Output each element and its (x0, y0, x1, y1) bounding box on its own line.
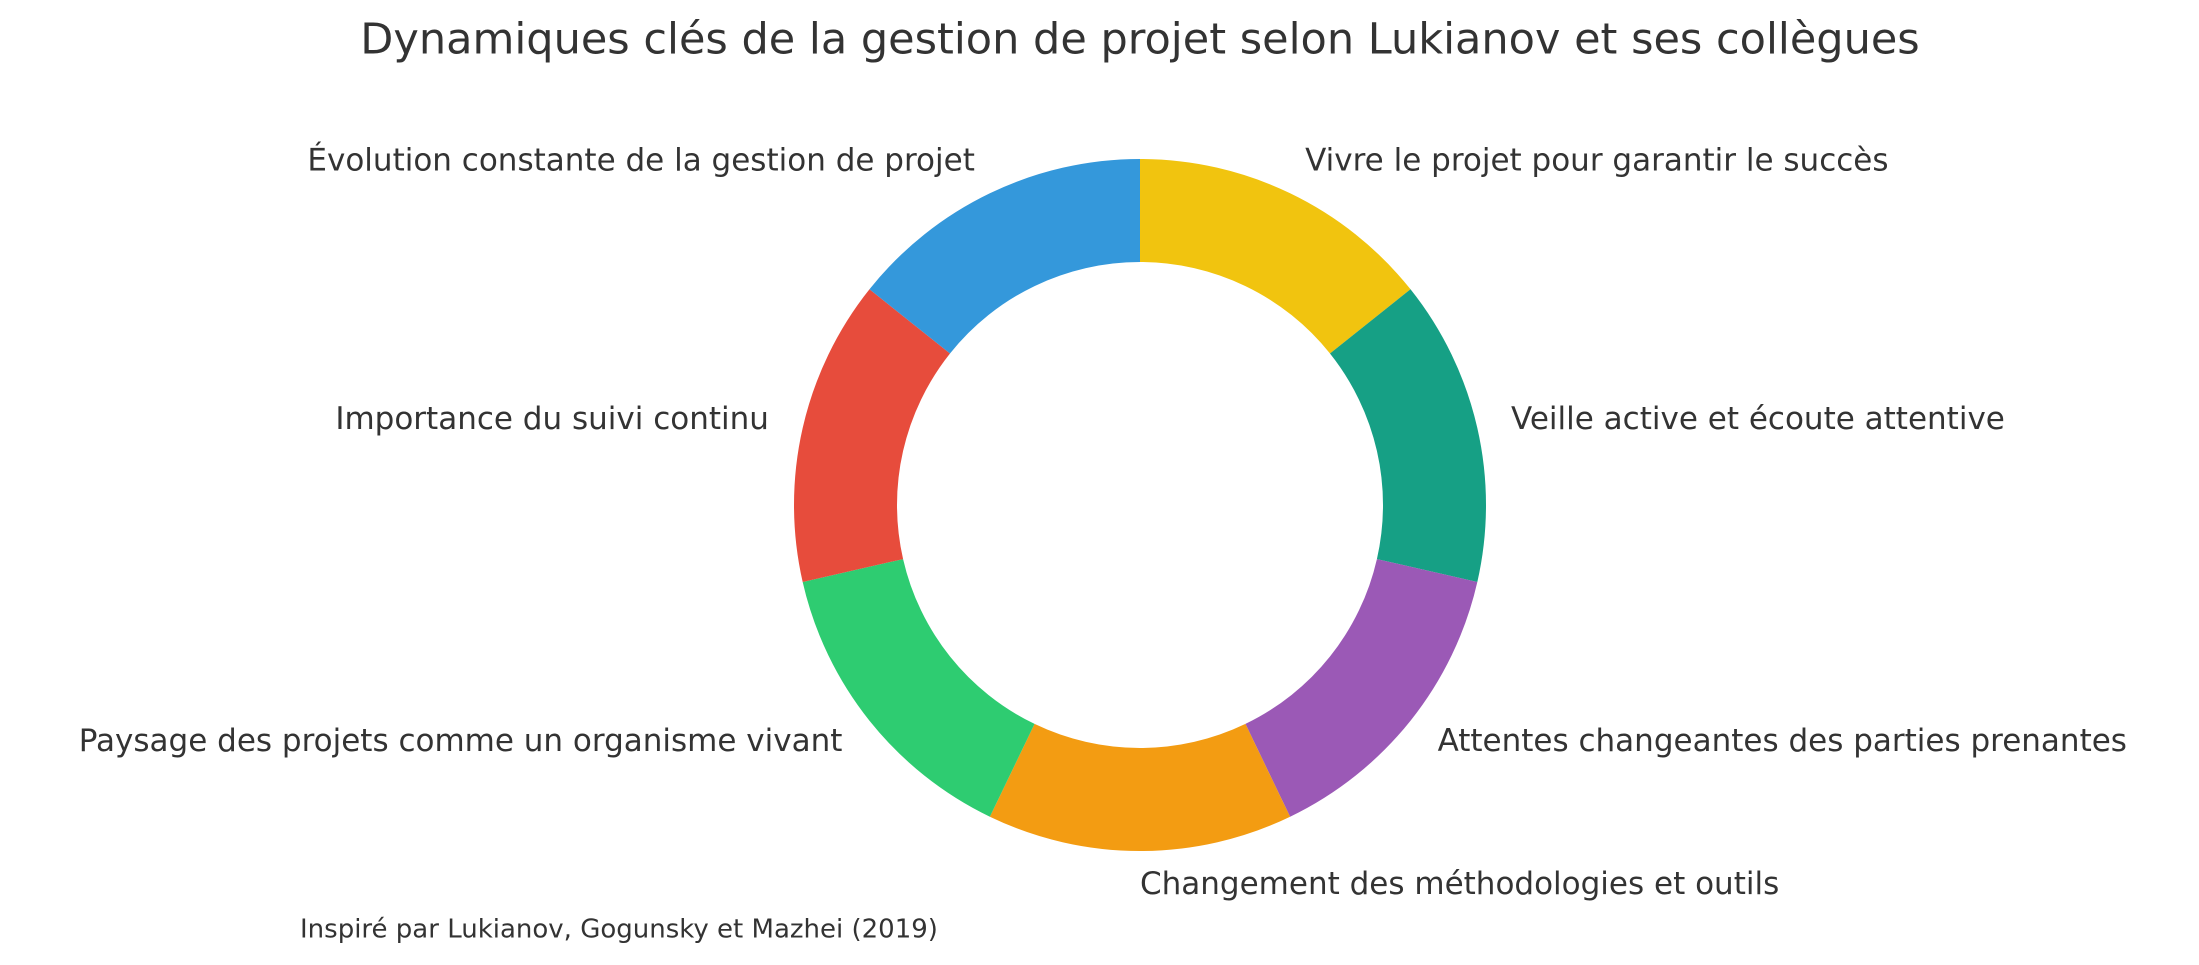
segment-label: Vivre le projet pour garantir le succès (1305, 143, 1888, 179)
donut-segment (1140, 159, 1411, 354)
segment-label: Attentes changeantes des parties prenant… (1438, 723, 2127, 759)
segment-label: Évolution constante de la gestion de pro… (307, 143, 974, 179)
donut-segment (989, 723, 1291, 852)
donut-segment (1245, 559, 1478, 817)
donut-segment (802, 559, 1035, 817)
donut-segment (794, 289, 951, 582)
segment-label: Paysage des projets comme un organisme v… (79, 723, 843, 759)
segment-label: Importance du suivi continu (335, 401, 769, 437)
chart-title: Dynamiques clés de la gestion de projet … (360, 15, 1919, 65)
segment-label: Veille active et écoute attentive (1511, 401, 2005, 437)
donut-segment (1329, 289, 1486, 582)
caption: Inspiré par Lukianov, Gogunsky et Mazhei… (300, 915, 938, 945)
donut-segment (869, 159, 1140, 354)
segment-label: Changement des méthodologies et outils (1140, 866, 1779, 902)
